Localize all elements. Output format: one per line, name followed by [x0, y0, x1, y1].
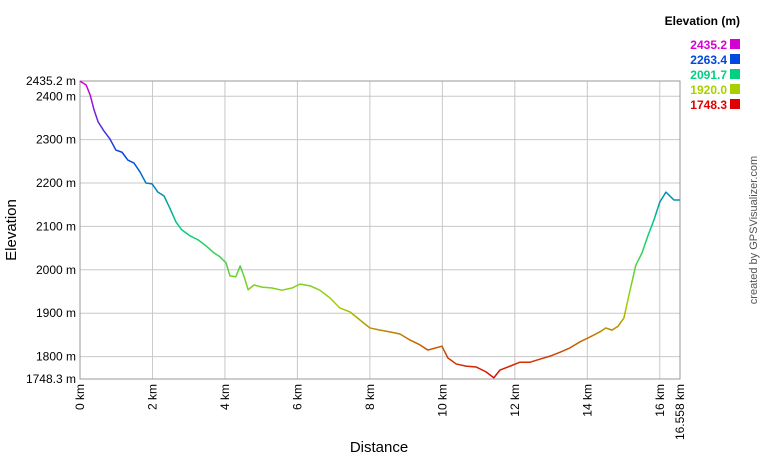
legend-label: 1920.0	[690, 83, 727, 97]
legend-swatch	[730, 84, 740, 94]
x-tick-label: 14 km	[580, 384, 594, 417]
x-tick-label: 12 km	[508, 384, 522, 417]
y-tick-label: 2435.2 m	[26, 74, 76, 88]
y-tick-label: 1900 m	[36, 306, 76, 320]
x-tick-label: 16 km	[653, 384, 667, 417]
x-tick-label: 16.558 km	[673, 384, 687, 440]
legend-swatch	[730, 69, 740, 79]
x-tick-label: 0 km	[73, 384, 87, 410]
legend-label: 2263.4	[690, 53, 727, 67]
legend-swatch	[730, 39, 740, 49]
plot-border	[79, 80, 681, 380]
x-tick-label: 10 km	[435, 384, 449, 417]
credit: created by GPSVisualizer.com	[748, 156, 760, 304]
x-tick-label: 2 km	[145, 384, 159, 410]
legend-title: Elevation (m)	[665, 14, 740, 28]
legend-label: 2435.2	[690, 38, 727, 52]
y-tick-label: 2300 m	[36, 133, 76, 147]
y-tick-label: 2200 m	[36, 176, 76, 190]
y-tick-label: 1800 m	[36, 350, 76, 364]
x-tick-label: 6 km	[290, 384, 304, 410]
y-axis-label: Elevation	[3, 199, 20, 261]
legend-label: 2091.7	[690, 68, 727, 82]
y-tick-label: 2400 m	[36, 89, 76, 103]
x-tick-label: 4 km	[218, 384, 232, 410]
elevation-line	[79, 80, 680, 379]
x-tick-label: 8 km	[363, 384, 377, 410]
legend-swatch	[730, 54, 740, 64]
legend-label: 1748.3	[690, 98, 727, 112]
y-tick-label: 2100 m	[36, 219, 76, 233]
y-tick-label: 1748.3 m	[26, 372, 76, 386]
x-axis-label: Distance	[350, 439, 408, 456]
y-tick-label: 2000 m	[36, 263, 76, 277]
legend-swatch	[730, 99, 740, 109]
